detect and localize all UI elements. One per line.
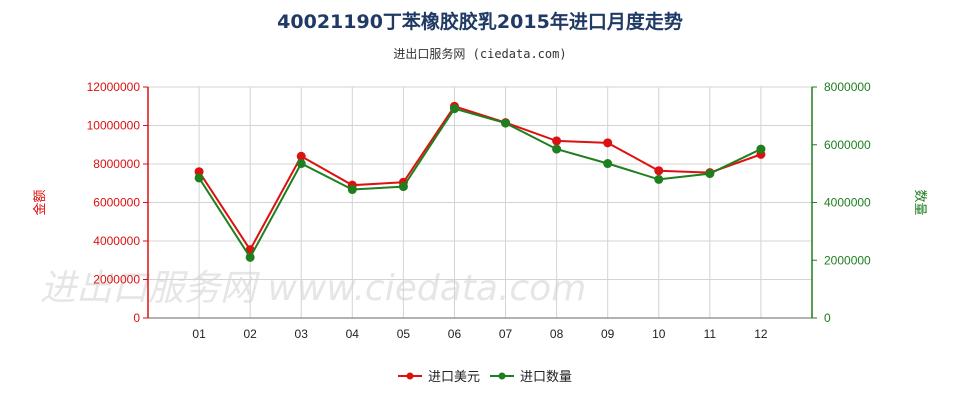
legend: 进口美元 进口数量 — [398, 370, 572, 385]
legend-label: 进口美元 — [428, 370, 480, 385]
data-point — [705, 169, 715, 179]
y-left-tick-label: 0 — [133, 311, 140, 325]
grid — [148, 86, 812, 318]
data-point — [654, 174, 664, 184]
y-left-tick-label: 10000000 — [87, 119, 141, 133]
y-right-tick-label: 4000000 — [824, 196, 871, 210]
legend-swatch-marker — [406, 372, 414, 380]
x-tick-label: 05 — [397, 327, 411, 341]
data-point — [603, 159, 613, 169]
y-axis-right-label: 数量 — [912, 189, 927, 215]
y-right-tick-label: 8000000 — [824, 80, 871, 94]
x-tick-label: 03 — [295, 327, 309, 341]
data-point — [245, 252, 255, 262]
y-left-tick-label: 4000000 — [93, 234, 140, 248]
legend-swatch-marker — [498, 372, 506, 380]
data-point — [194, 173, 204, 183]
data-point — [449, 104, 459, 114]
series-layer — [194, 101, 766, 262]
x-tick-label: 07 — [499, 327, 513, 341]
x-tick-label: 08 — [550, 327, 564, 341]
chart-subtitle: 进出口服务网 (ciedata.com) — [393, 46, 566, 61]
series-line — [198, 107, 762, 260]
series-line — [198, 105, 762, 252]
y-right-tick-label: 0 — [824, 311, 831, 325]
chart-title: 40021190丁苯橡胶胶乳2015年进口月度走势 — [277, 10, 683, 33]
data-point — [756, 144, 766, 154]
y-left-tick-label: 2000000 — [93, 273, 140, 287]
x-tick-label: 02 — [243, 327, 257, 341]
y-left-tick-label: 8000000 — [93, 157, 140, 171]
x-tick-label: 11 — [704, 327, 717, 341]
x-tick-label: 04 — [346, 327, 360, 341]
axes — [143, 86, 817, 319]
x-tick-label: 09 — [601, 327, 615, 341]
y-right-tick-label: 2000000 — [824, 253, 871, 267]
watermark: 进出口服务网 www.ciedata.com — [40, 268, 586, 309]
data-point — [296, 151, 306, 161]
data-point — [501, 118, 511, 128]
data-point — [398, 182, 408, 192]
y-right-tick-label: 6000000 — [824, 138, 871, 152]
y-left-tick-label: 12000000 — [87, 80, 141, 94]
tick-labels: 0200000040000006000000800000010000000120… — [87, 80, 871, 341]
y-left-tick-label: 6000000 — [93, 196, 140, 210]
data-point — [296, 159, 306, 169]
data-point — [552, 144, 562, 154]
data-point — [603, 138, 613, 148]
data-point — [194, 167, 204, 177]
legend-label: 进口数量 — [520, 370, 572, 385]
data-point — [552, 136, 562, 146]
x-tick-label: 12 — [754, 327, 768, 341]
x-tick-label: 06 — [448, 327, 462, 341]
x-tick-label: 10 — [652, 327, 666, 341]
y-axis-left-label: 金额 — [32, 189, 48, 215]
x-tick-label: 01 — [192, 327, 206, 341]
data-point — [347, 185, 357, 195]
data-point — [654, 166, 664, 176]
